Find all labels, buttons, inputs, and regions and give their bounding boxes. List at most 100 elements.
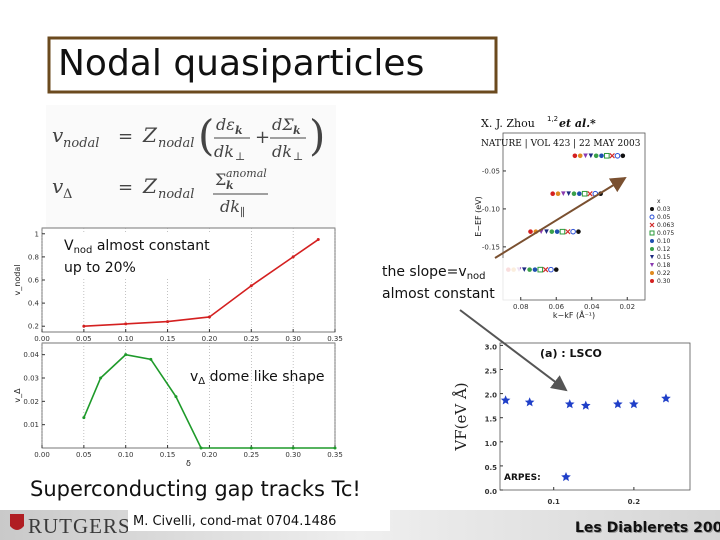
citation-sup: 1,2 (547, 115, 558, 123)
eq-token: = (118, 177, 133, 198)
eq-token: Δ (63, 187, 72, 202)
note-part: dome like shape (205, 369, 324, 385)
eq-token: Z (142, 123, 158, 147)
logo-shield (10, 514, 24, 530)
logo: RUTGERS (28, 514, 131, 538)
eq-token: ( (198, 111, 214, 160)
marker (527, 267, 532, 272)
arrow (494, 176, 627, 259)
marker (649, 230, 655, 236)
y-tick-label: 0.01 (23, 421, 39, 429)
arrow (459, 309, 568, 392)
marker (620, 153, 626, 159)
marker (542, 266, 549, 273)
marker (524, 397, 535, 407)
eq-token: v (52, 174, 64, 198)
x-tick-label: 0.05 (76, 451, 92, 459)
legend-title: x (657, 198, 661, 205)
marker (565, 228, 571, 235)
marker (500, 395, 511, 405)
legend-label: 0.05 (657, 214, 671, 221)
eq-token: ⊥ (235, 150, 245, 163)
marker (559, 228, 566, 235)
conference-shadow: Les Diablerets 2007 (576, 521, 720, 537)
marker (199, 446, 203, 450)
marker (587, 191, 593, 197)
marker (650, 271, 654, 275)
marker (561, 191, 566, 197)
x-tick-label: 0.25 (243, 451, 259, 459)
note-vdelta: vΔ dome like shape (190, 369, 324, 387)
marker (650, 279, 654, 283)
marker (649, 222, 655, 228)
marker (580, 400, 591, 410)
marker (528, 229, 533, 234)
y-tick-label: -0.05 (482, 167, 500, 175)
y-tick-label: 0.03 (23, 375, 39, 383)
x-axis-label: δ (186, 459, 191, 468)
marker (629, 399, 639, 409)
note-part: almost constant (92, 238, 210, 254)
eq-token: k (226, 179, 234, 192)
note-slope-2: almost constant (382, 286, 495, 302)
y-tick-label: -0.10 (482, 205, 500, 213)
marker (566, 191, 571, 197)
marker (249, 284, 253, 288)
marker (333, 446, 337, 450)
note-part: Δ (198, 376, 205, 387)
y-tick-label: 0.6 (28, 277, 40, 285)
eq-token: = (118, 126, 133, 147)
marker (149, 357, 153, 361)
marker (570, 228, 576, 235)
marker (124, 322, 128, 326)
eq-token: + (255, 127, 270, 148)
x-tick-label: 0.00 (34, 451, 50, 459)
x-tick-label: 0.35 (327, 335, 343, 343)
note-part: the slope=v (382, 264, 467, 280)
marker (661, 393, 671, 403)
note-part: nod (74, 245, 93, 256)
y-tick-label: 0.04 (23, 351, 39, 359)
marker (613, 399, 623, 409)
marker (571, 191, 577, 197)
note-box (58, 232, 244, 278)
note-vnod: Vnod almost constant (64, 238, 210, 256)
marker (174, 395, 178, 399)
legend-label: ARPES: (504, 473, 541, 483)
x-tick-label: 0.08 (513, 303, 529, 311)
x-tick-label: 0.00 (34, 335, 50, 343)
title-box (47, 36, 498, 94)
citation-author: X. J. Zhou (481, 117, 535, 130)
marker (316, 238, 320, 242)
marker (561, 471, 571, 482)
x-tick-label: 0.06 (548, 303, 564, 311)
y-tick-label: 2.0 (485, 392, 498, 400)
eq-token: nodal (63, 136, 99, 151)
marker (544, 229, 549, 234)
plot-frame (499, 342, 691, 491)
equation-2: v Δ = Z nodal Σ k anomal dk ∥ (52, 167, 268, 219)
marker (124, 353, 128, 357)
plot-frame (41, 342, 336, 449)
x-tick-label: 0.35 (327, 451, 343, 459)
marker (576, 229, 581, 234)
y-axis-label: VF(eV Å) (452, 382, 470, 451)
marker (548, 266, 554, 273)
marker (583, 153, 588, 159)
y-tick-label: 0.2 (28, 323, 39, 331)
note-part: v (190, 369, 198, 385)
marker (291, 255, 295, 259)
note-slope: the slope=vnod (382, 264, 486, 282)
x-tick-label: 0.20 (202, 335, 218, 343)
x-axis-label: k−kF (Å⁻¹) (553, 309, 595, 320)
x-tick-label: 0.02 (619, 303, 635, 311)
legend-label: 0.063 (657, 222, 674, 229)
x-tick-label: 0.2 (628, 498, 641, 506)
marker (554, 229, 560, 234)
marker (650, 207, 654, 211)
y-axis-label: v_nodal (13, 265, 22, 296)
marker (604, 152, 610, 159)
x-tick-label: 0.20 (202, 451, 218, 459)
marker (577, 153, 583, 159)
